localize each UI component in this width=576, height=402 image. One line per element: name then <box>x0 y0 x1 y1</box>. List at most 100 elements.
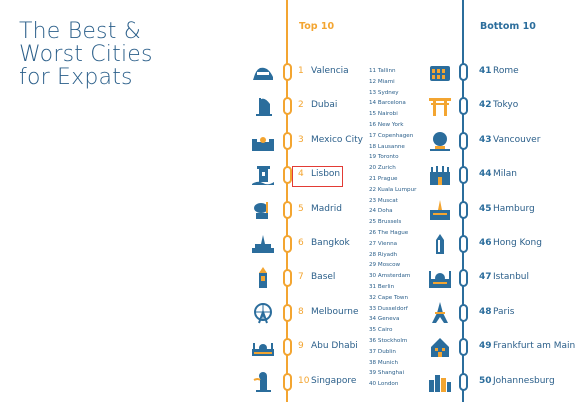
middle-rank-item: 30 Amsterdam <box>369 273 411 280</box>
mosque-icon <box>250 335 276 359</box>
rank-number: 2 <box>298 100 304 111</box>
middle-rank-item: 28 Riyadh <box>369 251 398 258</box>
rank-number: 7 <box>298 272 304 283</box>
middle-rank-item: 35 Cairo <box>369 327 393 334</box>
middle-rank-item: 25 Brussels <box>369 219 402 226</box>
timeline-marker <box>283 372 292 391</box>
middle-rank-item: 18 Lausanne <box>369 143 405 150</box>
bottom10-row-1: 41 Rome <box>0 60 576 84</box>
rank-number: 45 <box>479 203 492 214</box>
timeline-marker <box>283 97 292 116</box>
bottom10-row-4: 44 Milan <box>0 163 576 187</box>
middle-rank-item: 33 Dusseldorf <box>369 305 408 312</box>
rank-number: 3 <box>298 134 304 145</box>
colosseum-icon <box>427 60 453 84</box>
timeline-marker <box>459 372 468 391</box>
top10-row-5: 5 Madrid <box>0 198 576 222</box>
rank-number: 6 <box>298 238 304 248</box>
title-line-2: Worst Cities <box>19 42 153 67</box>
top10-header: Top 10 <box>299 21 335 32</box>
middle-rank-item: 21 Prague <box>369 175 398 182</box>
timeline-marker <box>283 338 292 357</box>
merlion-icon <box>250 370 276 394</box>
title-line-1: The Best & <box>19 19 142 44</box>
timeline-marker <box>283 63 292 81</box>
timeline-marker <box>459 235 468 253</box>
city-name: Tokyo <box>493 100 519 111</box>
top10-row-10: 10 Singapore <box>0 370 576 394</box>
bottom10-row-5: 45 Hamburg <box>0 198 576 222</box>
middle-rank-item: 31 Berlin <box>369 283 395 290</box>
valencia-arts-icon <box>250 60 276 84</box>
top10-row-6: 6 Bangkok <box>0 232 576 256</box>
timeline-marker <box>459 303 468 322</box>
top10-row-9: 9 Abu Dhabi <box>0 335 576 359</box>
middle-rank-item: 24 Doha <box>369 208 393 215</box>
page-title: The Best & Worst Cities for Expats <box>19 20 219 89</box>
burj-al-arab-icon <box>250 94 276 118</box>
science-dome-icon <box>427 129 453 153</box>
top10-row-8: 8 Melbourne <box>0 301 576 325</box>
city-name: Johannesburg <box>493 375 555 386</box>
city-name: Madrid <box>311 203 342 214</box>
middle-ranks-list: 11 Tallinn 12 Miami 13 Sydney 14 Barcelona 1… <box>369 66 416 390</box>
city-name: Dubai <box>311 100 338 111</box>
middle-rank-item: 34 Geneva <box>369 316 400 323</box>
city-name: Hong Kong <box>493 238 542 248</box>
bottom10-row-6: 46 Hong Kong <box>0 232 576 256</box>
timeline-marker <box>283 131 292 150</box>
top10-row-4: 4 Lisbon <box>0 163 576 187</box>
rank-number: 1 <box>298 66 304 76</box>
rank-number: 48 <box>479 306 492 317</box>
middle-rank-item: 19 Toronto <box>369 154 399 161</box>
timeline-marker <box>459 131 468 150</box>
rank-number: 5 <box>298 203 304 214</box>
city-name: Istanbul <box>493 272 530 283</box>
top10-row-2: 2 Dubai <box>0 94 576 118</box>
rank-number: 47 <box>479 272 492 283</box>
rank-number: 44 <box>479 169 492 180</box>
middle-rank-item: 36 Stockholm <box>369 337 408 344</box>
bottom10-row-10: 50 Johannesburg <box>0 370 576 394</box>
timeline-marker <box>459 269 468 288</box>
frankfurt-house-icon <box>427 335 453 359</box>
city-name: Mexico City <box>311 134 363 145</box>
timeline-marker <box>459 63 468 81</box>
lisbon-highlight-box <box>292 166 343 187</box>
city-name: Rome <box>493 66 519 76</box>
middle-rank-item: 20 Zurich <box>369 165 396 172</box>
cathedral-icon <box>250 129 276 153</box>
bear-statue-icon <box>250 198 276 222</box>
timeline-marker <box>283 303 292 322</box>
timeline-marker <box>283 269 292 288</box>
city-name: Paris <box>493 306 515 317</box>
eiffel-tower-icon <box>427 301 453 325</box>
middle-rank-item: 37 Dublin <box>369 348 396 355</box>
city-name: Valencia <box>311 66 349 76</box>
middle-rank-item: 23 Muscat <box>369 197 398 204</box>
middle-rank-item: 27 Vienna <box>369 240 398 247</box>
timeline-marker <box>283 200 292 219</box>
rank-number: 49 <box>479 341 492 352</box>
city-name: Bangkok <box>311 238 350 248</box>
top10-row-3: 3 Mexico City <box>0 129 576 153</box>
bottom10-row-2: 42 Tokyo <box>0 94 576 118</box>
milan-cathedral-icon <box>427 163 453 187</box>
bottom10-row-9: 49 Frankfurt am Main <box>0 335 576 359</box>
middle-rank-item: 16 New York <box>369 121 404 128</box>
torii-gate-icon <box>427 94 453 118</box>
middle-rank-item: 40 London <box>369 381 399 388</box>
rank-number: 4 <box>298 169 304 180</box>
rank-number: 42 <box>479 100 492 111</box>
timeline-marker <box>283 166 292 185</box>
title-line-3: for Expats <box>19 65 133 90</box>
rank-number: 8 <box>298 306 304 317</box>
bottom10-row-3: 43 Vancouver <box>0 129 576 153</box>
city-name: Melbourne <box>311 306 359 317</box>
city-name: Abu Dhabi <box>311 341 358 352</box>
rank-number: 50 <box>479 375 492 386</box>
city-name: Vancouver <box>493 134 541 145</box>
timeline-marker <box>459 97 468 116</box>
skyscraper-icon <box>427 232 453 256</box>
middle-rank-item: 38 Munich <box>369 359 398 366</box>
